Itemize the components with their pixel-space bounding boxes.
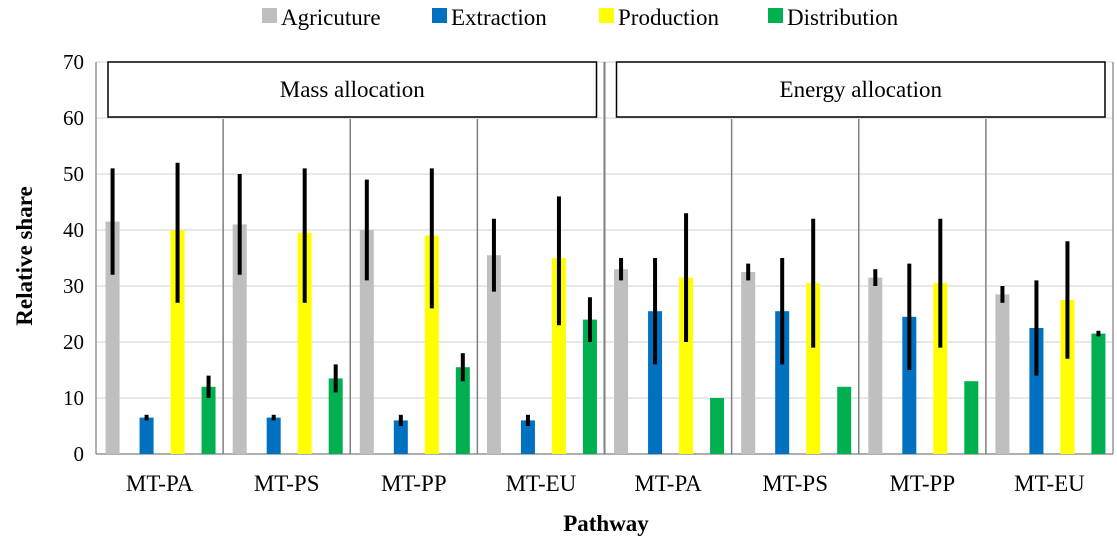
bar-distribution: [837, 386, 852, 454]
bar-agricuture: [232, 224, 247, 454]
y-tick-label: 30: [63, 274, 84, 298]
panel-label: Mass allocation: [280, 77, 425, 102]
legend-swatch-distribution: [768, 8, 783, 23]
y-tick-label: 60: [63, 106, 84, 130]
bar-distribution: [710, 398, 725, 454]
bar-agricuture: [741, 272, 756, 454]
y-tick-labels: 0 10 20 30 40 50 60 70: [63, 50, 84, 466]
bar-extraction: [775, 311, 790, 454]
bar-agricuture: [868, 277, 883, 454]
legend-label-extraction: Extraction: [451, 5, 547, 30]
bar-extraction: [1029, 328, 1044, 454]
y-tick-label: 70: [63, 50, 84, 74]
x-category-label: MT-PA: [126, 471, 194, 496]
bar-distribution: [582, 319, 597, 454]
legend-swatch-agricuture: [262, 8, 277, 23]
x-category-label: MT-PS: [254, 471, 320, 496]
bar-distribution: [328, 378, 343, 454]
bar-agricuture: [486, 255, 501, 454]
bar-extraction: [139, 417, 154, 454]
panel-box: [107, 61, 598, 118]
bar-agricuture: [105, 221, 120, 454]
bar-production: [170, 230, 185, 454]
bar-production: [297, 232, 312, 454]
panel-labels: Mass allocation Energy allocation: [107, 61, 1106, 118]
panel-label: Energy allocation: [780, 77, 943, 102]
bar-distribution: [201, 386, 216, 454]
legend-label-distribution: Distribution: [787, 5, 899, 30]
bar-production: [679, 277, 694, 454]
y-axis-title: Relative share: [12, 186, 37, 325]
panel-box: [615, 61, 1106, 118]
x-category-label: MT-EU: [506, 471, 577, 496]
x-category-label: MT-EU: [1014, 471, 1085, 496]
x-axis-title: Pathway: [563, 511, 649, 536]
bar-agricuture: [995, 294, 1010, 454]
y-tick-label: 0: [74, 442, 85, 466]
y-tick-label: 10: [63, 386, 84, 410]
y-tick-label: 20: [63, 330, 84, 354]
x-category-label: MT-PA: [634, 471, 702, 496]
legend-swatch-extraction: [432, 8, 447, 23]
bar-agricuture: [614, 269, 629, 454]
bar-production: [551, 258, 566, 454]
bar-extraction: [520, 420, 535, 454]
bar-extraction: [393, 420, 408, 454]
x-category-label: MT-PP: [381, 471, 447, 496]
legend-label-production: Production: [618, 5, 719, 30]
bar-production: [424, 235, 439, 454]
bar-distribution: [1091, 333, 1106, 454]
y-tick-label: 50: [63, 162, 84, 186]
bar-production: [1060, 300, 1075, 454]
bar-agricuture: [359, 230, 374, 454]
bar-production: [933, 283, 948, 454]
y-tick-label: 40: [63, 218, 84, 242]
bar-extraction: [266, 417, 281, 454]
bar-distribution: [455, 367, 470, 454]
bar-production: [806, 283, 821, 454]
legend-swatch-production: [599, 8, 614, 23]
x-category-label: MT-PS: [762, 471, 828, 496]
bar-extraction: [902, 316, 917, 454]
bars: [105, 221, 1106, 454]
error-bars: [110, 162, 1101, 426]
bar-extraction: [648, 311, 663, 454]
x-category-label: MT-PP: [889, 471, 955, 496]
legend: Agricuture Extraction Production Distributi…: [262, 5, 899, 30]
x-category-labels: MT-PA MT-PS MT-PP MT-EU MT-PA MT-PS MT-PP MT-EU: [126, 471, 1085, 496]
legend-label-agricuture: Agricuture: [281, 5, 381, 30]
group-separators: [222, 62, 1114, 454]
bar-distribution: [964, 381, 979, 454]
